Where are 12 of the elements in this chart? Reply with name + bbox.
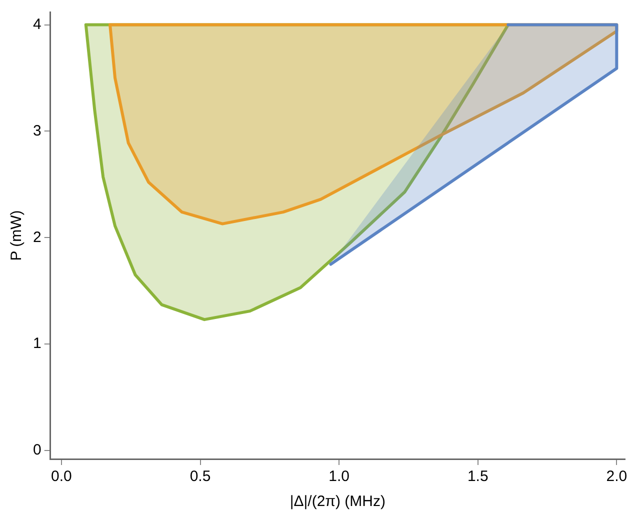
y-tick-label: 1	[33, 335, 42, 352]
x-tick-label: 1.0	[328, 468, 350, 486]
x-tick-label: 1.5	[467, 468, 488, 486]
x-tick-label: 2.0	[606, 468, 628, 486]
y-tick-label: 0	[33, 442, 42, 459]
y-axis-title: P (mW)	[8, 210, 26, 261]
x-tick-label: 0.5	[190, 468, 211, 486]
y-tick-label: 4	[33, 16, 42, 33]
x-axis-title: |Δ|/(2π) (MHz)	[290, 493, 386, 510]
y-tick-label: 3	[33, 122, 42, 140]
y-tick-label: 2	[33, 228, 42, 246]
x-tick-label: 0.0	[51, 468, 72, 486]
